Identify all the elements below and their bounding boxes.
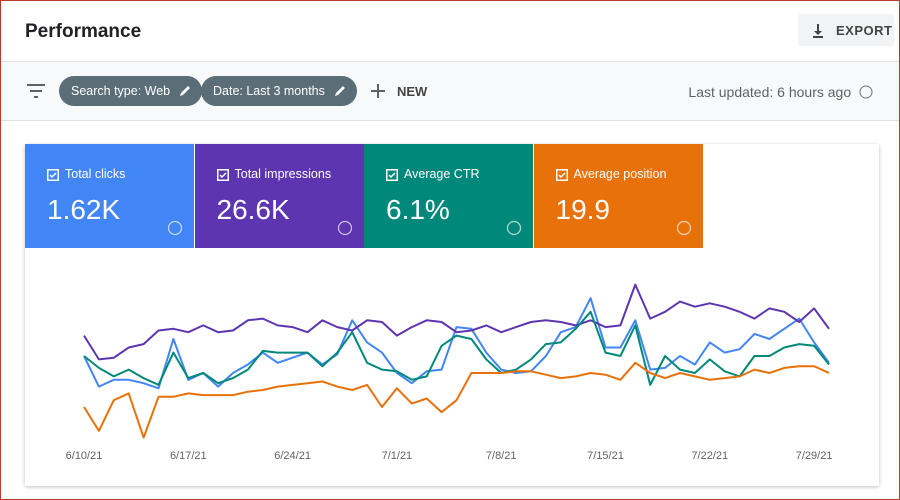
checkbox	[555, 169, 568, 181]
download-icon	[813, 24, 823, 38]
metric-tile[interactable]: Total impressions 26.6K	[194, 144, 364, 248]
export-label: EXPORT	[836, 23, 893, 38]
metric-label: Average position	[573, 167, 667, 181]
updated-text: Last updated: 6 hours ago	[688, 84, 852, 100]
help-icon	[859, 85, 873, 99]
performance-card: Total clicks 1.62K Total impressions 26.…	[25, 144, 879, 486]
series-line	[83, 310, 830, 386]
checkbox	[47, 169, 59, 181]
export-button[interactable]: EXPORT	[798, 14, 894, 46]
series-line	[83, 361, 830, 439]
metric-label: Total clicks	[65, 167, 126, 181]
metric-tile[interactable]: Average CTR 6.1%	[364, 144, 533, 248]
metric-tile[interactable]: Average position 19.9	[533, 144, 703, 248]
edit-icon	[334, 86, 345, 96]
x-tick-label: 6/17/21	[170, 450, 207, 462]
chart: 6/10/21 6/17/21 6/24/21 7/1/21 7/8/21 7/15/21…	[66, 283, 833, 462]
new-filter[interactable]: NEW	[397, 84, 428, 99]
help-icon	[167, 220, 183, 236]
metric-label: Average CTR	[404, 167, 480, 181]
toolbar: Search type: Web Date: Last 3 months NEW…	[1, 62, 899, 121]
metric-tile[interactable]: Total clicks 1.62K	[25, 144, 194, 248]
page-title: Performance	[25, 21, 142, 42]
metric-label: Total impressions	[234, 167, 332, 181]
filter-chip[interactable]: Date: Last 3 months	[201, 76, 357, 106]
checkbox	[386, 169, 398, 181]
edit-icon	[180, 86, 191, 96]
metric-value: 6.1%	[386, 194, 450, 225]
checkbox	[216, 169, 229, 181]
x-tick-label: 7/1/21	[382, 450, 413, 462]
x-tick-label: 6/10/21	[66, 450, 103, 462]
metric-value: 26.6K	[216, 194, 290, 225]
x-tick-label: 7/15/21	[587, 450, 624, 462]
help-icon	[676, 220, 691, 236]
x-tick-label: 7/22/21	[691, 450, 728, 462]
metric-value: 1.62K	[47, 194, 121, 225]
chip-label: Search type: Web	[71, 84, 171, 98]
header: Performance EXPORT	[1, 1, 899, 62]
plus-icon	[371, 84, 385, 98]
filter-icon[interactable]	[26, 81, 46, 101]
x-tick-label: 7/8/21	[486, 450, 517, 462]
x-tick-label: 7/29/21	[796, 450, 833, 462]
help-icon	[337, 220, 352, 236]
filter-chip[interactable]: Search type: Web	[59, 76, 203, 106]
metric-value: 19.9	[555, 194, 611, 225]
x-tick-label: 6/24/21	[274, 450, 311, 462]
series-line	[83, 283, 830, 361]
help-icon	[506, 220, 522, 236]
chip-label: Date: Last 3 months	[213, 84, 325, 98]
last-updated: Last updated: 6 hours ago	[688, 83, 873, 100]
